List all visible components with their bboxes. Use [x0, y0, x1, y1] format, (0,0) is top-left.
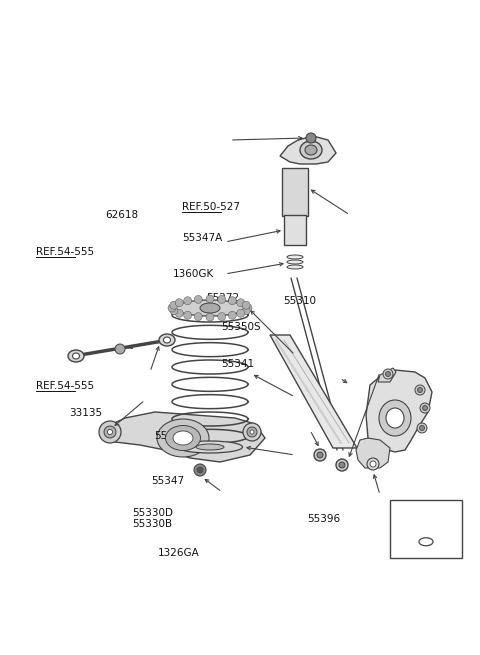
Ellipse shape [164, 337, 170, 343]
Ellipse shape [173, 431, 193, 445]
Circle shape [206, 295, 214, 303]
Circle shape [218, 312, 226, 320]
Circle shape [370, 461, 376, 467]
Text: 55330D: 55330D [132, 508, 173, 518]
Circle shape [420, 426, 424, 430]
Text: 55347A: 55347A [182, 233, 223, 243]
Ellipse shape [287, 255, 303, 259]
Circle shape [367, 458, 379, 470]
Text: 55310: 55310 [283, 296, 316, 307]
Polygon shape [280, 136, 336, 164]
Ellipse shape [72, 353, 80, 359]
Text: REF.50-527: REF.50-527 [182, 202, 240, 212]
Ellipse shape [379, 400, 411, 436]
Ellipse shape [305, 145, 317, 155]
Circle shape [184, 311, 192, 319]
Ellipse shape [159, 334, 175, 346]
Circle shape [420, 403, 430, 413]
Text: 55272: 55272 [206, 293, 240, 303]
Ellipse shape [200, 303, 220, 313]
Polygon shape [366, 370, 432, 452]
Circle shape [237, 309, 245, 317]
Circle shape [218, 295, 226, 303]
Circle shape [168, 304, 176, 312]
Ellipse shape [250, 430, 254, 434]
Circle shape [237, 299, 245, 307]
Ellipse shape [166, 426, 201, 451]
Ellipse shape [300, 141, 322, 159]
Ellipse shape [178, 441, 242, 453]
Text: 55330B: 55330B [132, 519, 173, 529]
Polygon shape [100, 412, 265, 462]
Text: 55350S: 55350S [221, 322, 261, 333]
Text: 55341: 55341 [221, 358, 254, 369]
Circle shape [197, 467, 203, 473]
Text: 1360GK: 1360GK [173, 269, 214, 279]
Ellipse shape [175, 300, 245, 316]
Circle shape [175, 309, 183, 317]
Circle shape [418, 388, 422, 392]
Text: 1731JF: 1731JF [408, 508, 444, 517]
Text: REF.54-555: REF.54-555 [36, 381, 94, 391]
Ellipse shape [243, 423, 261, 441]
Text: 62618: 62618 [106, 210, 139, 220]
Circle shape [228, 297, 236, 305]
Polygon shape [378, 368, 396, 382]
Circle shape [306, 133, 316, 143]
Text: 1326GA: 1326GA [157, 548, 199, 559]
Ellipse shape [247, 427, 257, 437]
Circle shape [194, 312, 202, 320]
Ellipse shape [157, 419, 209, 457]
Text: 55396: 55396 [307, 514, 340, 525]
Circle shape [339, 462, 345, 468]
Circle shape [170, 301, 178, 309]
Bar [282, 168, 308, 216]
Circle shape [383, 369, 393, 379]
Text: 33135: 33135 [70, 407, 103, 418]
Ellipse shape [287, 265, 303, 269]
Ellipse shape [104, 426, 116, 438]
Ellipse shape [287, 260, 303, 264]
Polygon shape [270, 335, 357, 448]
Circle shape [385, 371, 391, 377]
Circle shape [228, 311, 236, 319]
Ellipse shape [68, 350, 84, 362]
Text: 55348: 55348 [154, 431, 187, 441]
Circle shape [170, 307, 178, 315]
Bar [284, 215, 306, 245]
Ellipse shape [419, 538, 433, 546]
Circle shape [242, 301, 250, 309]
Circle shape [422, 405, 428, 411]
Text: 55347: 55347 [152, 476, 185, 487]
Circle shape [184, 297, 192, 305]
Circle shape [415, 385, 425, 395]
Circle shape [314, 449, 326, 461]
Circle shape [417, 423, 427, 433]
Circle shape [115, 344, 125, 354]
Polygon shape [356, 438, 390, 468]
Circle shape [244, 304, 252, 312]
Ellipse shape [99, 421, 121, 443]
Text: REF.54-555: REF.54-555 [36, 247, 94, 257]
Ellipse shape [386, 408, 404, 428]
Ellipse shape [108, 430, 112, 434]
Circle shape [194, 295, 202, 303]
Circle shape [242, 307, 250, 315]
Circle shape [317, 452, 323, 458]
Circle shape [175, 299, 183, 307]
Ellipse shape [196, 444, 224, 450]
Bar [390, 500, 462, 558]
Circle shape [206, 313, 214, 321]
Circle shape [336, 459, 348, 471]
Circle shape [194, 464, 206, 476]
